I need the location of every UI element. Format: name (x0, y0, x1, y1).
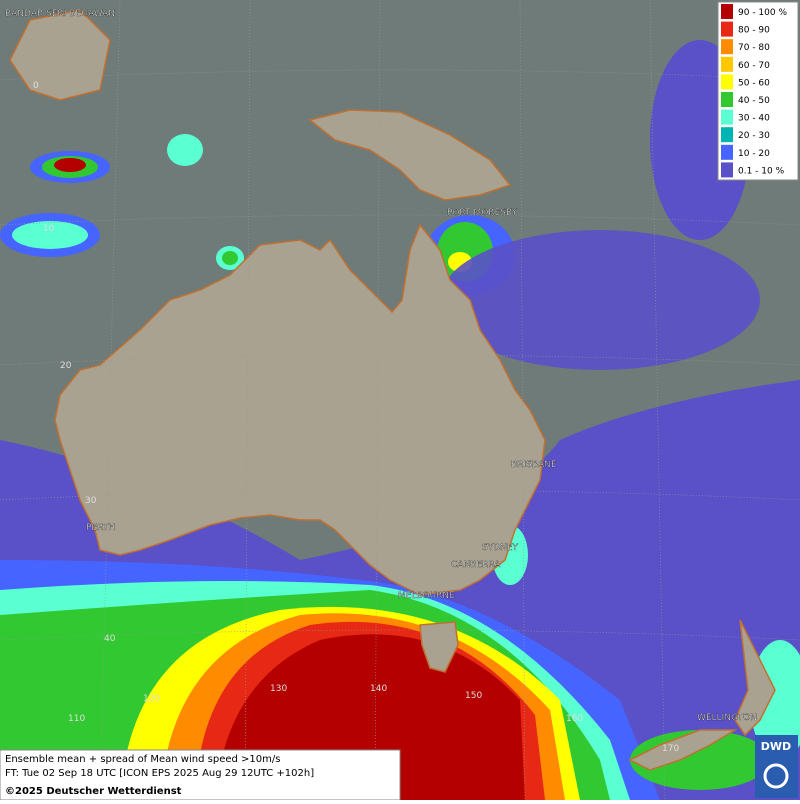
place-label: BANDAR SERI BEGAWAN (5, 9, 115, 19)
legend-swatch (721, 74, 733, 90)
legend-swatch (721, 39, 733, 55)
legend-label: 40 - 50 (738, 96, 770, 106)
logo-icon (763, 763, 789, 789)
legend-swatch (721, 4, 733, 19)
caption-line: FT: Tue 02 Sep 18 UTC [ICON EPS 2025 Aug… (5, 768, 314, 779)
legend-label: 50 - 60 (738, 78, 770, 88)
legend-label: 30 - 40 (738, 114, 770, 124)
legend-label: 20 - 30 (738, 131, 770, 141)
legend-label: 10 - 20 (738, 149, 770, 159)
longitude-label: 150 (465, 691, 482, 701)
longitude-label: 160 (566, 714, 583, 724)
legend-swatch (721, 92, 733, 107)
latitude-label: 0 (33, 81, 39, 91)
legend-swatch (721, 127, 733, 143)
longitude-label: 170 (662, 744, 679, 754)
copyright: ©2025 Deutscher Wetterdienst (5, 786, 182, 797)
place-label: WELLINGTON (697, 713, 757, 723)
longitude-label: 140 (370, 684, 387, 694)
longitude-label: 120 (143, 694, 160, 704)
place-label: BRISBANE (511, 460, 557, 470)
latitude-label: 40 (104, 634, 116, 644)
place-label: PERTH (86, 523, 115, 533)
caption-line: Ensemble mean + spread of Mean wind spee… (5, 754, 280, 765)
legend-label: 80 - 90 (738, 26, 770, 36)
legend-label: 60 - 70 (738, 61, 770, 71)
place-label: SYDNEY (482, 543, 519, 553)
legend-label: 70 - 80 (738, 43, 770, 53)
caption-box (0, 749, 401, 801)
legend-label: 90 - 100 % (738, 8, 787, 18)
logo-text: DWD (761, 740, 791, 753)
legend-swatch (721, 56, 733, 72)
place-label: CANBERRA (451, 560, 501, 570)
legend-swatch (721, 162, 733, 178)
legend-swatch (721, 109, 733, 125)
latitude-label: 30 (85, 496, 97, 506)
land (9, 9, 776, 771)
longitude-label: 130 (270, 684, 287, 694)
latitude-label: 10 (43, 224, 55, 234)
longitude-label: 110 (68, 714, 85, 724)
legend-label: 0.1 - 10 % (738, 166, 785, 176)
place-label: PORT MORESBY (447, 208, 518, 218)
legend-swatch (721, 144, 733, 160)
place-label: MELBOURNE (398, 591, 455, 601)
latitude-label: 20 (60, 361, 72, 371)
legend-swatch (721, 21, 733, 37)
